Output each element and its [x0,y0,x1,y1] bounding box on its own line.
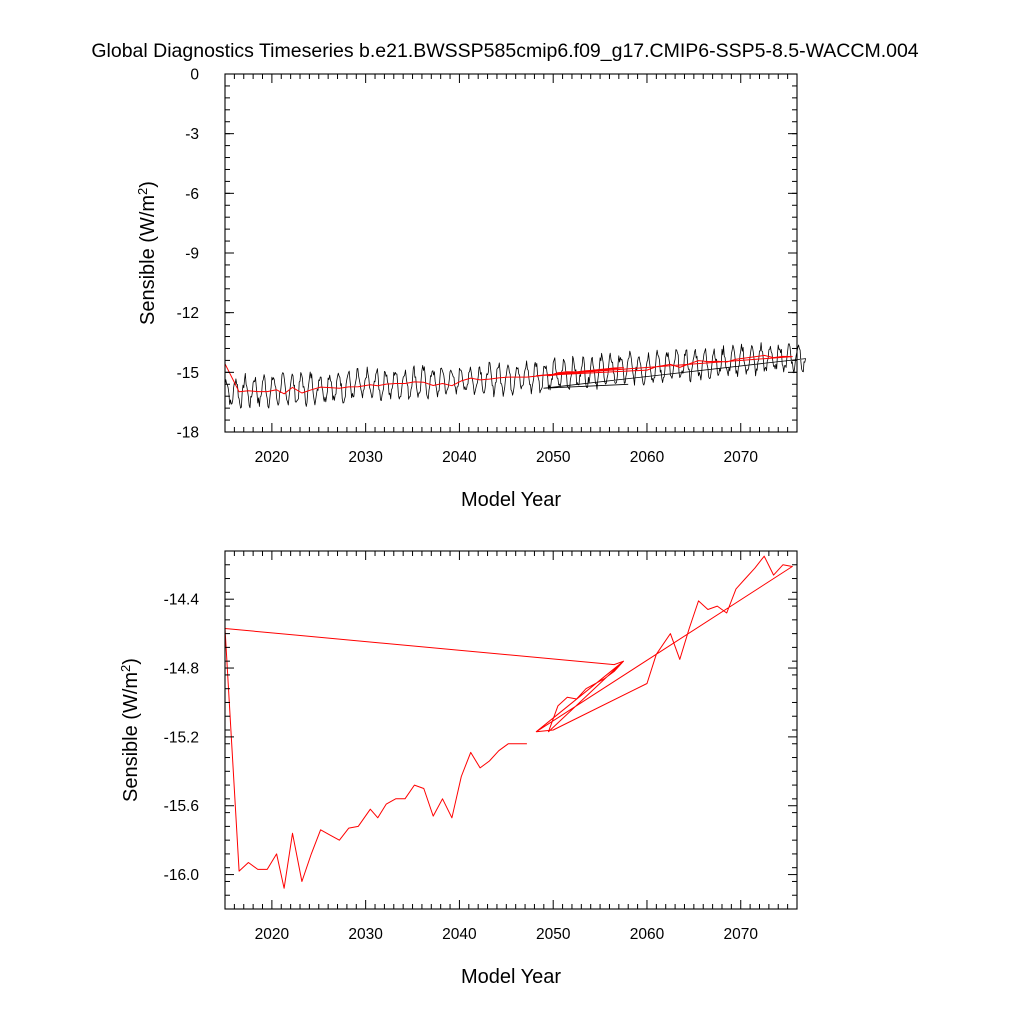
y-tick-label: -15 [177,365,199,382]
bottom-y-axis-label-sup: 2 [118,665,133,672]
y-tick-label: 0 [190,67,199,84]
y-tick-label: -3 [185,126,199,143]
y-tick-label: -6 [185,186,199,203]
x-tick-label: 2030 [348,449,383,466]
x-tick-label: 2020 [255,449,290,466]
top-y-axis-label-sup: 2 [135,188,150,195]
bottom-y-axis-label-close: ) [120,658,142,665]
x-tick-label: 2070 [723,926,758,943]
x-tick-label: 2050 [536,926,571,943]
annual-mean-series-line [224,555,793,889]
bottom-x-axis-label: Model Year [461,966,561,988]
x-tick-label: 2040 [442,926,477,943]
y-tick-label: -12 [177,305,199,322]
top-y-axis-label-close: ) [137,181,159,188]
top-y-axis-label: Sensible (W/m2) [135,181,159,325]
x-tick-label: 2030 [348,926,383,943]
x-tick-label: 2020 [255,926,290,943]
x-tick-label: 2070 [723,449,758,466]
top-chart: 2020 2030 2040 2050 2060 2070 0 -3 -6 -9 -12 -15 -18… [135,67,806,511]
x-tick-label: 2050 [536,449,571,466]
y-tick-label: -18 [177,425,199,442]
x-tick-label: 2040 [442,449,477,466]
top-x-axis-label: Model Year [461,489,561,511]
top-chart-ticks: 2020 2030 2040 2050 2060 2070 0 -3 -6 -9 -12 -15 -18 [177,67,798,466]
top-y-axis-label-main: Sensible (W/m [137,195,159,325]
y-tick-label: -14.8 [164,661,199,678]
y-tick-label: -9 [185,246,199,263]
y-tick-label: -15.6 [164,798,199,815]
figure-title: Global Diagnostics Timeseries b.e21.BWSS… [91,40,918,62]
top-chart-series [224,74,806,409]
monthly-series-line [224,74,806,409]
y-tick-label: -16.0 [164,867,200,884]
bottom-chart-ticks: 2020 2030 2040 2050 2060 2070 -14.4 -14.8 -15.2 -… [164,550,798,943]
x-tick-label: 2060 [630,449,665,466]
x-tick-label: 2060 [630,926,665,943]
bottom-chart: 2020 2030 2040 2050 2060 2070 -14.4 -14.8 -15.2 -… [118,550,798,988]
bottom-y-axis-label-main: Sensible (W/m [120,672,142,802]
y-tick-label: -14.4 [164,592,200,609]
bottom-chart-series [224,555,793,889]
y-tick-label: -15.2 [164,729,199,746]
annual-mean-series-line [224,354,793,395]
bottom-y-axis-label: Sensible (W/m2) [118,658,142,802]
